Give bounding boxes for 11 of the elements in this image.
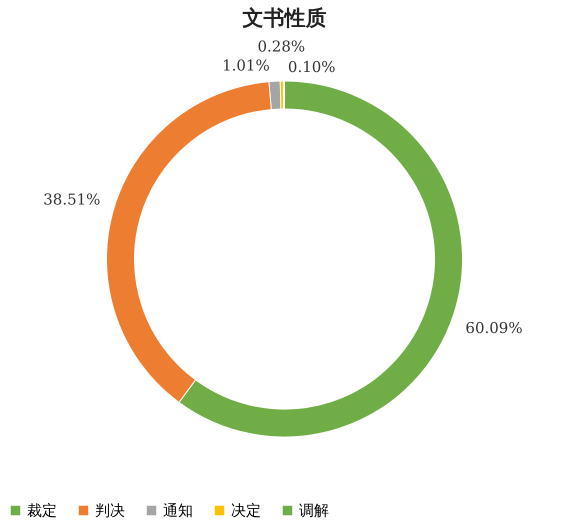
legend-label: 决定: [231, 502, 261, 520]
data-label: 60.09%: [465, 318, 523, 337]
data-label: 0.10%: [288, 58, 336, 76]
data-label: 0.28%: [257, 38, 306, 56]
data-label: 1.01%: [222, 56, 270, 75]
legend-label: 裁定: [27, 502, 57, 520]
data-label: 38.51%: [43, 190, 100, 208]
chart-title: 文书性质: [242, 5, 326, 30]
legend-label: 通知: [163, 502, 193, 520]
legend-label: 调解: [299, 502, 329, 520]
legend-label: 判决: [95, 502, 125, 520]
